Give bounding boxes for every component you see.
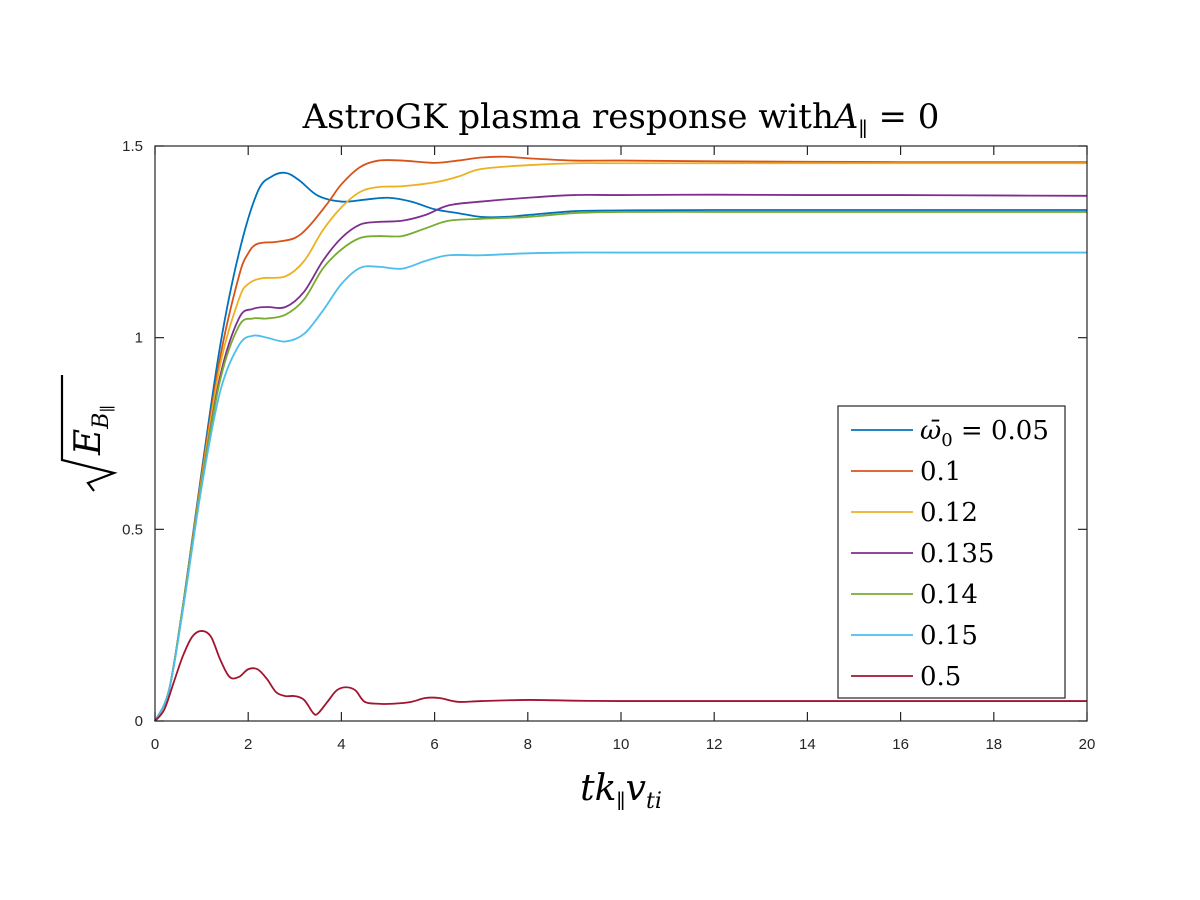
ticks-layer: 0 2 4 6 8 10 12 14 16 18 20 0 0.5 1 1.5	[122, 138, 1095, 753]
x-tick-label: 6	[430, 736, 438, 753]
legend-entry: 0.14	[851, 580, 978, 610]
series-line-0-15	[154, 251, 1087, 722]
legend-label: 0.14	[920, 580, 978, 610]
legend-label: 0.5	[920, 662, 961, 692]
x-tick-label: 20	[1079, 736, 1096, 753]
legend-label: 0.1	[920, 457, 961, 487]
x-tick-label: 18	[985, 736, 1002, 753]
y-tick-label: 1	[135, 330, 143, 347]
legend-label: ω̄0 = 0.05	[920, 416, 1049, 451]
series-line-0-05	[154, 171, 1087, 722]
series-line-0-1	[154, 155, 1087, 722]
legend-entry: 0.135	[851, 539, 994, 569]
y-tick-label: 1.5	[122, 138, 143, 155]
legend-box	[837, 405, 1066, 699]
x-tick-label: 14	[799, 736, 816, 753]
svg-text:EB∥: EB∥	[68, 405, 117, 456]
y-tick-label: 0.5	[122, 521, 143, 538]
legend-entry: 0.15	[851, 621, 978, 651]
legend: ω̄0 = 0.05 0.1 0.12 0.135 0.14 0.15 0.5	[837, 405, 1066, 699]
y-tick-label: 0	[135, 713, 143, 730]
legend-entry: 0.1	[851, 457, 961, 487]
series-line-0-5	[154, 630, 1087, 722]
x-tick-label: 2	[244, 736, 252, 753]
x-tick-label: 8	[524, 736, 532, 753]
legend-entry: 0.12	[851, 498, 978, 528]
y-axis-label: EB∥	[60, 375, 118, 492]
series-line-0-14	[154, 210, 1087, 722]
series-layer	[154, 155, 1088, 722]
series-line-0-12	[154, 162, 1087, 722]
x-tick-label: 16	[892, 736, 909, 753]
chart-title: AstroGK plasma response withA∥ = 0	[302, 97, 940, 141]
legend-label: 0.12	[920, 498, 978, 528]
legend-label: 0.135	[920, 539, 994, 569]
x-tick-label: 10	[613, 736, 630, 753]
legend-entry: 0.5	[851, 662, 961, 692]
x-tick-label: 0	[151, 736, 159, 753]
legend-entry: ω̄0 = 0.05	[851, 416, 1049, 451]
x-axis-label: tk∥vti	[580, 768, 662, 814]
sqrt-sign	[60, 375, 118, 492]
x-tick-label: 12	[706, 736, 723, 753]
legend-label: 0.15	[920, 621, 978, 651]
x-tick-label: 4	[337, 736, 345, 753]
legend-entries: ω̄0 = 0.05 0.1 0.12 0.135 0.14 0.15 0.5	[851, 416, 1049, 692]
